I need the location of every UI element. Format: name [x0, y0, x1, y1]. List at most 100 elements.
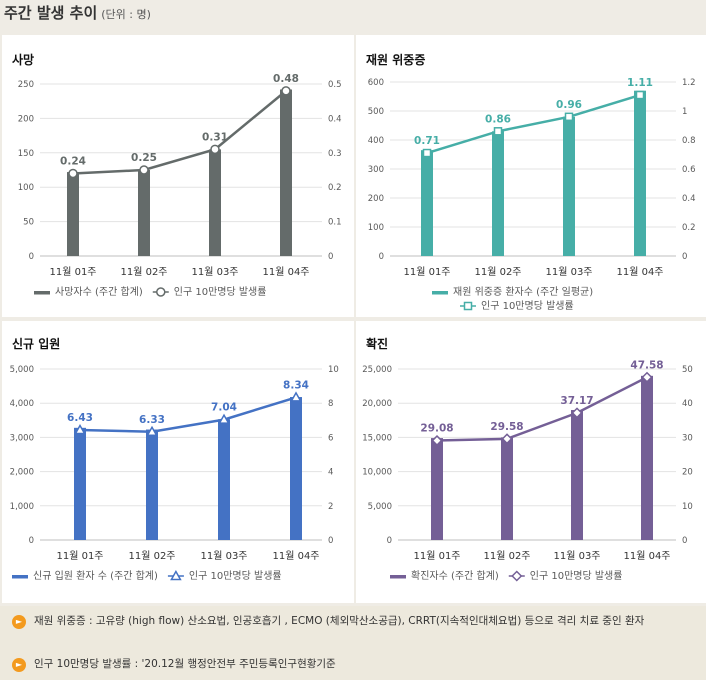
y-tick-label-right: 1.2	[682, 78, 696, 88]
y-tick-label-right: 0	[328, 252, 333, 262]
data-label: 0.24	[60, 155, 86, 167]
data-label: 6.43	[67, 412, 93, 424]
y-tick-label-left: 100	[18, 183, 34, 193]
y-tick-label-right: 50	[682, 365, 693, 375]
y-tick-label-left: 0	[29, 536, 34, 546]
bar	[138, 170, 150, 256]
line-point	[218, 413, 230, 424]
line-point	[290, 391, 302, 402]
data-label: 29.58	[490, 421, 523, 433]
line-point	[281, 86, 291, 96]
data-label: 0.96	[556, 99, 582, 111]
y-tick-label-left: 1,000	[10, 502, 34, 512]
y-tick-label-left: 0	[29, 252, 34, 262]
x-tick-label: 11월 03주	[545, 266, 592, 278]
x-tick-label: 11월 01주	[49, 266, 96, 278]
page-title: 주간 발생 추이 (단위 : 명)	[4, 4, 151, 22]
speaker-icon: ►	[12, 658, 26, 672]
legend-marker	[463, 301, 473, 311]
unit-label: (단위 : 명)	[101, 8, 151, 21]
y-tick-label-left: 10,000	[362, 468, 392, 478]
y-tick-label-right: 0.4	[682, 194, 696, 204]
data-label: 0.31	[202, 131, 228, 143]
x-tick-label: 11월 02주	[128, 550, 175, 562]
data-label: 0.86	[485, 113, 511, 125]
y-tick-label-right: 0.1	[328, 218, 342, 228]
series-line	[72, 89, 287, 175]
chart-panel-critical: 재원 위중증 0 100 200 300 400 500 600 0 0.2 0.4 0.6 0.8 1…	[356, 35, 706, 317]
y-tick-label-right: 0.3	[328, 149, 342, 159]
bar	[218, 419, 230, 540]
line-point	[641, 371, 653, 383]
chart-admissions: 0 1,000 2,000 3,000 4,000 5,000 0 2 4 6 8 10 11월 01주…	[10, 365, 339, 582]
y-tick-label-right: 0.2	[682, 223, 696, 233]
bar	[492, 131, 504, 256]
x-tick-label: 11월 03주	[191, 266, 238, 278]
x-tick-label: 11월 04주	[616, 266, 663, 278]
y-tick-label-left: 250	[18, 80, 34, 90]
legend-label-bar: 신규 입원 환자 수 (주간 합계)	[33, 569, 158, 582]
y-tick-label-right: 1	[682, 107, 687, 117]
x-tick-label: 11월 03주	[553, 550, 600, 562]
line-point	[501, 433, 513, 445]
y-tick-label-right: 10	[328, 365, 339, 375]
line-point	[68, 168, 78, 179]
y-tick-label-left: 600	[368, 78, 384, 88]
legend-marker	[170, 569, 182, 581]
bar	[501, 437, 513, 540]
y-tick-label-right: 0.6	[682, 165, 696, 175]
line-point	[635, 90, 645, 100]
bar	[290, 397, 302, 540]
chart-title: 확진	[366, 337, 389, 351]
line-point	[431, 434, 443, 447]
legend-label-bar: 사망자수 (주간 합계)	[55, 286, 143, 298]
y-tick-label-left: 2,000	[10, 468, 34, 478]
y-tick-label-left: 200	[18, 114, 34, 124]
chart-panel-confirmed: 확진 0 5,000 10,000 15,000 20,000 25,000 0 10 20 30…	[356, 321, 706, 603]
x-tick-label: 11월 04주	[262, 266, 309, 278]
x-tick-label: 11월 01주	[56, 550, 103, 562]
bar	[421, 150, 433, 256]
data-label: 6.33	[139, 414, 165, 426]
y-tick-label-left: 200	[368, 194, 384, 204]
y-tick-label-left: 5,000	[10, 365, 34, 375]
data-label: 0.48	[273, 73, 299, 85]
legend-label-line: 인구 10만명당 발생률	[530, 570, 623, 582]
y-tick-label-right: 4	[328, 468, 333, 478]
y-tick-label-left: 400	[368, 136, 384, 146]
bar	[209, 149, 221, 256]
chart-title: 재원 위중증	[366, 53, 426, 67]
line-point	[139, 165, 149, 175]
y-tick-label-right: 0	[682, 536, 687, 546]
x-tick-label: 11월 01주	[413, 550, 460, 562]
y-tick-label-left: 20,000	[362, 399, 392, 409]
legend-swatch-bar	[390, 575, 406, 579]
x-tick-label: 11월 02주	[474, 266, 521, 278]
data-label: 29.08	[420, 423, 453, 435]
y-tick-label-right: 10	[682, 502, 693, 512]
y-tick-label-left: 50	[23, 218, 34, 228]
y-tick-label-left: 3,000	[10, 433, 34, 443]
line-point	[564, 112, 574, 122]
series-line	[79, 396, 297, 434]
data-label: 7.04	[211, 402, 237, 414]
data-label: 0.25	[131, 152, 157, 164]
line-point	[74, 424, 86, 435]
y-tick-label-left: 300	[368, 165, 384, 175]
legend-swatch-bar	[12, 575, 28, 579]
y-tick-label-right: 40	[682, 399, 693, 409]
y-tick-label-right: 20	[682, 468, 693, 478]
x-tick-label: 11월 04주	[623, 550, 670, 562]
bar	[641, 375, 653, 540]
y-tick-label-right: 0.8	[682, 136, 696, 146]
x-tick-label: 11월 01주	[403, 266, 450, 278]
y-tick-label-right: 0.4	[328, 114, 342, 124]
bar	[280, 89, 292, 256]
line-point	[493, 127, 503, 136]
legend-label-line: 인구 10만명당 발생률	[174, 286, 267, 298]
legend-label-line: 인구 10만명당 발생률	[481, 300, 574, 312]
y-tick-label-left: 150	[18, 149, 34, 159]
x-tick-label: 11월 04주	[272, 550, 319, 562]
chart-title: 사망	[12, 53, 35, 67]
note-text: 인구 10만명당 발생률 : '20.12월 행정안전부 주민등록인구현황기준	[34, 658, 336, 670]
